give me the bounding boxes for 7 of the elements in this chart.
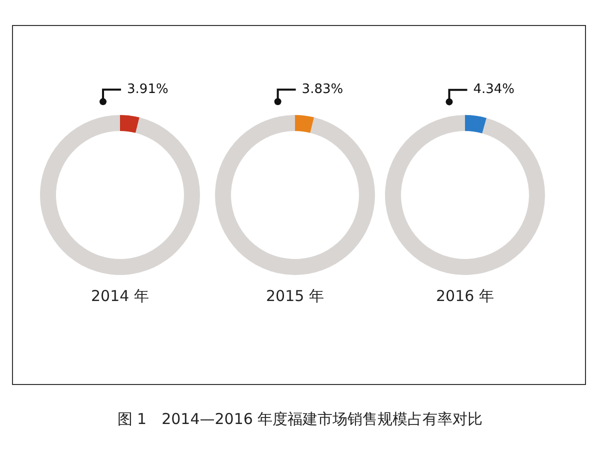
text: 2016 年 [435, 287, 495, 306]
data-label: 3.83% [302, 82, 344, 98]
text: 2014 年 [90, 287, 150, 306]
caption: 图 1 2014—2016 年度福建市场销售规模占有率对比 [116, 410, 484, 429]
text: 2015 年 [265, 287, 325, 306]
data-label: 4.34% [473, 82, 515, 98]
data-label: 3.91% [127, 82, 168, 98]
